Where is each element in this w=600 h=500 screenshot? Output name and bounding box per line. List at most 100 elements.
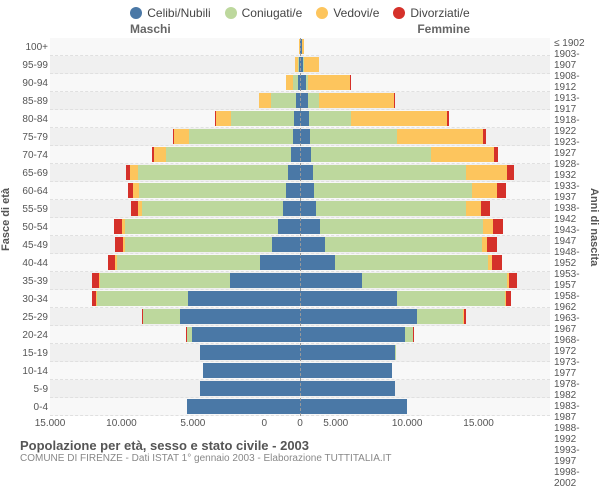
bar-segment bbox=[397, 291, 505, 306]
legend-swatch bbox=[316, 7, 328, 19]
bar-segment bbox=[481, 201, 490, 216]
birth-year-label: 1998-2002 bbox=[554, 467, 600, 489]
female-bar bbox=[300, 39, 550, 54]
birth-year-label: 1993-1997 bbox=[554, 445, 600, 467]
y-axis-right: ≤ 19021903-19071908-19121913-19171918-19… bbox=[554, 38, 600, 416]
birth-year-label: 1948-1952 bbox=[554, 247, 600, 269]
bar-segment bbox=[117, 255, 260, 270]
bar-segment bbox=[466, 165, 508, 180]
bar-segment bbox=[300, 345, 395, 360]
bar-segment bbox=[300, 291, 397, 306]
center-line bbox=[300, 38, 301, 416]
bar-segment bbox=[288, 165, 300, 180]
legend: Celibi/Nubili Coniugati/e Vedovi/e Divorzia… bbox=[0, 0, 600, 22]
female-bar bbox=[300, 327, 550, 342]
bar-segment bbox=[283, 201, 300, 216]
bar-segment bbox=[395, 345, 396, 360]
legend-label: Celibi/Nubili bbox=[147, 6, 210, 20]
age-group-label: 70-74 bbox=[2, 146, 48, 164]
bar-segment bbox=[300, 327, 405, 342]
bar-segment bbox=[483, 219, 493, 234]
age-group-label: 85-89 bbox=[2, 92, 48, 110]
bar-segment bbox=[139, 183, 286, 198]
male-bar bbox=[50, 75, 300, 90]
legend-label: Divorziati/e bbox=[410, 6, 469, 20]
legend-swatch bbox=[225, 7, 237, 19]
bar-segment bbox=[302, 39, 305, 54]
female-bar bbox=[300, 183, 550, 198]
female-bar bbox=[300, 363, 550, 378]
bar-segment bbox=[431, 147, 494, 162]
female-bar bbox=[300, 147, 550, 162]
bar-segment bbox=[405, 327, 413, 342]
male-label: Maschi bbox=[130, 22, 171, 36]
age-group-label: 35-39 bbox=[2, 272, 48, 290]
bar-segment bbox=[300, 237, 325, 252]
bar-segment bbox=[308, 93, 320, 108]
male-bar bbox=[50, 399, 300, 414]
bar-segment bbox=[362, 273, 507, 288]
chart-footer: Popolazione per età, sesso e stato civil… bbox=[0, 438, 600, 464]
bar-segment bbox=[300, 111, 309, 126]
bar-segment bbox=[138, 165, 288, 180]
male-bar bbox=[50, 327, 300, 342]
x-axis: 05.00010.00015.000 05.00010.00015.000 bbox=[50, 416, 550, 436]
birth-year-label: ≤ 1902 bbox=[554, 38, 600, 49]
female-bar bbox=[300, 219, 550, 234]
birth-year-label: 1923-1927 bbox=[554, 137, 600, 159]
plot-area: Fasce di età Anni di nascita 100+95-9990… bbox=[50, 38, 550, 438]
bar-segment bbox=[291, 147, 300, 162]
bar-segment bbox=[506, 291, 511, 306]
bar-segment bbox=[394, 93, 395, 108]
bar-segment bbox=[188, 291, 300, 306]
bar-segment bbox=[125, 219, 278, 234]
bar-segment bbox=[497, 183, 505, 198]
female-bar bbox=[300, 399, 550, 414]
female-bar bbox=[300, 93, 550, 108]
x-tick: 15.000 bbox=[50, 416, 121, 436]
bar-segment bbox=[200, 345, 300, 360]
age-group-label: 5-9 bbox=[2, 380, 48, 398]
bar-segment bbox=[108, 255, 116, 270]
birth-year-label: 1968-1972 bbox=[554, 335, 600, 357]
age-group-label: 60-64 bbox=[2, 182, 48, 200]
bar-segment bbox=[417, 309, 464, 324]
bar-segment bbox=[308, 75, 350, 90]
bar-segment bbox=[472, 183, 497, 198]
bar-segment bbox=[92, 273, 99, 288]
age-group-label: 30-34 bbox=[2, 290, 48, 308]
bar-segment bbox=[230, 273, 300, 288]
female-bar bbox=[300, 255, 550, 270]
male-bar bbox=[50, 381, 300, 396]
bar-segment bbox=[464, 309, 466, 324]
bar-segment bbox=[187, 399, 300, 414]
bar-segment bbox=[180, 309, 300, 324]
bar-segment bbox=[293, 129, 301, 144]
birth-year-label: 1978-1982 bbox=[554, 379, 600, 401]
birth-year-label: 1988-1992 bbox=[554, 423, 600, 445]
legend-item: Divorziati/e bbox=[393, 6, 469, 20]
male-bar bbox=[50, 111, 300, 126]
age-group-label: 100+ bbox=[2, 38, 48, 56]
bar-segment bbox=[335, 255, 488, 270]
bar-segment bbox=[300, 363, 392, 378]
bar-segment bbox=[310, 129, 397, 144]
x-tick: 15.000 bbox=[479, 416, 550, 436]
legend-label: Coniugati/e bbox=[242, 6, 303, 20]
bar-segment bbox=[300, 399, 407, 414]
bar-segment bbox=[300, 219, 320, 234]
male-bar bbox=[50, 291, 300, 306]
female-bar bbox=[300, 75, 550, 90]
population-pyramid-chart: Celibi/Nubili Coniugati/e Vedovi/e Divorzia… bbox=[0, 0, 600, 500]
bar-segment bbox=[320, 219, 483, 234]
bar-segment bbox=[300, 309, 417, 324]
bar-segment bbox=[260, 255, 300, 270]
bar-segment bbox=[192, 327, 300, 342]
female-bar bbox=[300, 381, 550, 396]
legend-label: Vedovi/e bbox=[333, 6, 379, 20]
birth-year-label: 1938-1942 bbox=[554, 203, 600, 225]
legend-item: Vedovi/e bbox=[316, 6, 379, 20]
bar-segment bbox=[483, 129, 486, 144]
male-bar bbox=[50, 201, 300, 216]
bar-segment bbox=[130, 165, 138, 180]
